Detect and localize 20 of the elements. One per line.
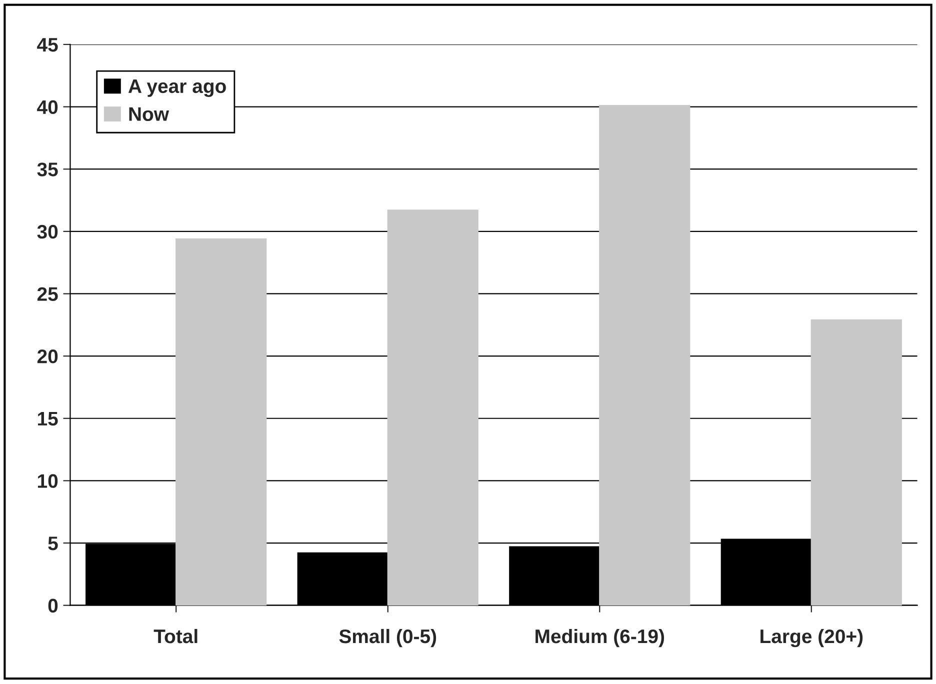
- y-tick-label: 15: [38, 412, 58, 426]
- y-tick-label: 20: [37, 350, 58, 364]
- y-tick-label: 45: [37, 38, 58, 52]
- x-tick-label: Medium (6-19): [536, 628, 664, 648]
- y-tick-label: 10: [38, 474, 58, 488]
- y-tick-label: 40: [37, 100, 58, 114]
- bar: [810, 319, 902, 606]
- x-tick-label: Total: [154, 628, 198, 644]
- bar: [176, 238, 267, 606]
- legend-label: Now: [129, 107, 170, 121]
- y-tick-label: 0: [48, 598, 58, 613]
- bar: [387, 210, 478, 606]
- y-tick-label: 30: [37, 224, 58, 239]
- legend-label: A year ago: [128, 80, 226, 97]
- y-tick-label: 25: [37, 287, 58, 301]
- x-tick-label: Small (0-5): [339, 628, 436, 648]
- x-tick-label: Large (20+): [760, 628, 863, 648]
- bar: [599, 104, 690, 606]
- y-tick-label: 5: [48, 536, 58, 550]
- y-tick-label: 35: [37, 162, 58, 176]
